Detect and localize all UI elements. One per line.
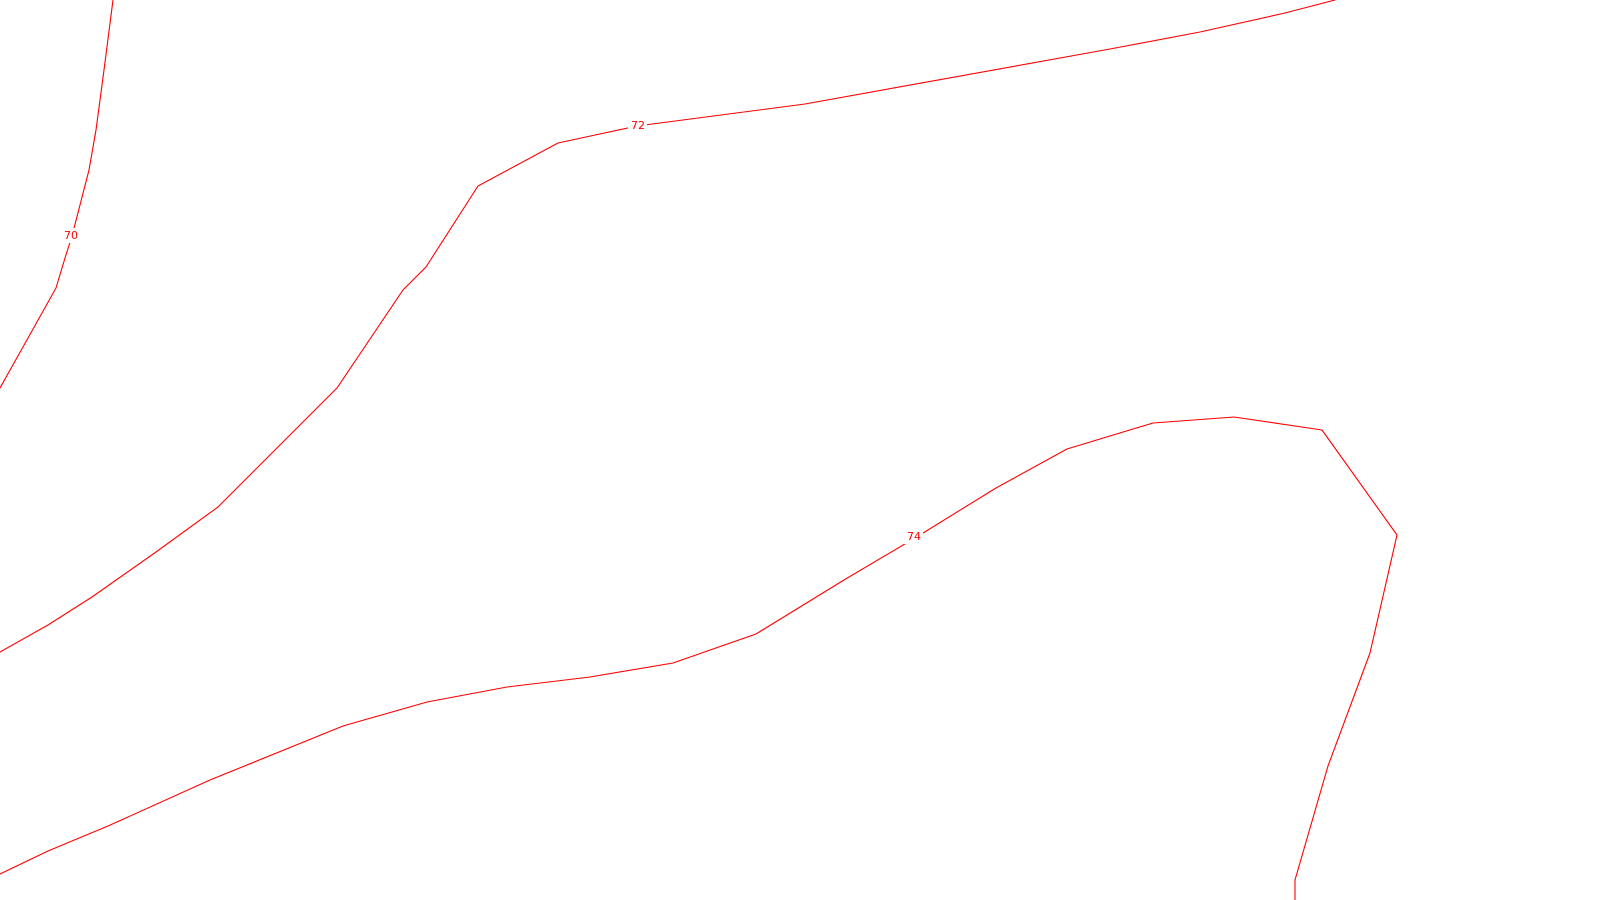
contour-line-74 (0, 416, 1398, 900)
contour-label-mask-72 (628, 118, 647, 133)
contour-label-74: 74 (907, 530, 921, 543)
contour-label-mask-74 (904, 529, 923, 544)
contour-70: 70 (0, 0, 114, 389)
contour-line-70 (0, 0, 114, 389)
contour-line-72 (0, 0, 1336, 653)
contour-label-mask-70 (62, 228, 80, 243)
contour-label-72: 72 (631, 119, 645, 132)
contour-72: 72 (0, 0, 1336, 653)
contour-74: 74 (0, 416, 1398, 900)
contour-label-70: 70 (64, 229, 78, 242)
